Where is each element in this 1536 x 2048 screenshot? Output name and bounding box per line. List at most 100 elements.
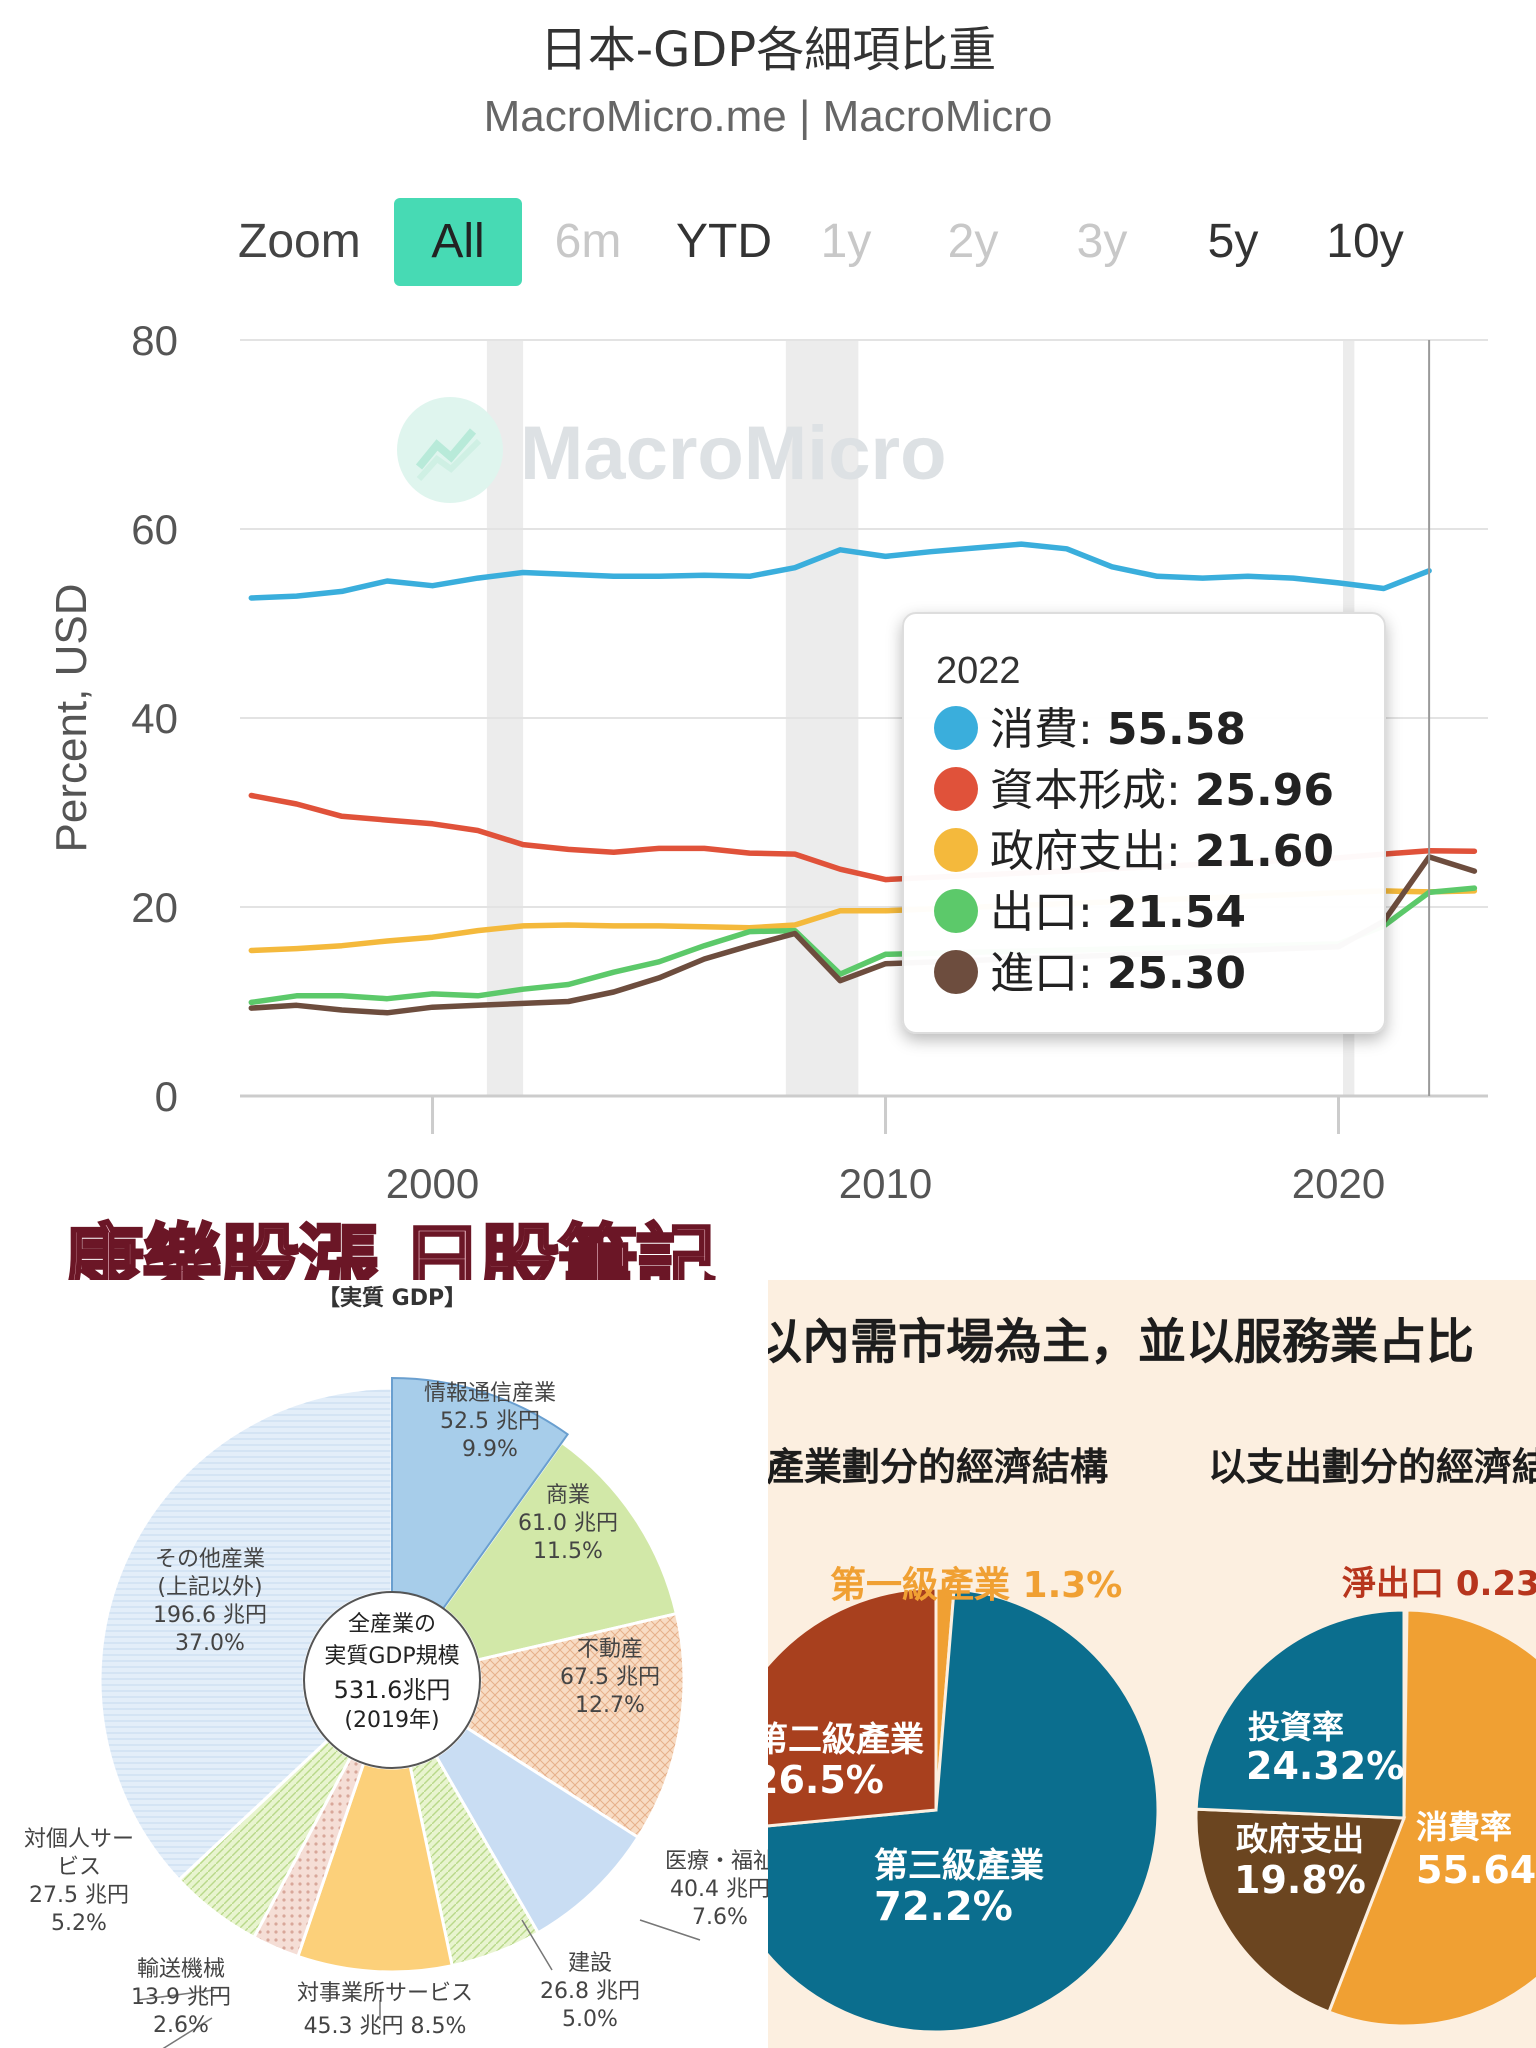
pie-leader-line (162, 2017, 213, 2048)
investment-rate-value: 24.32% (1246, 1744, 1405, 1788)
zoom-button-ytd[interactable]: YTD (676, 215, 772, 268)
tertiary-industry-label: 第三級產業 (874, 1846, 1044, 1886)
pie-leader-line (521, 1919, 553, 1971)
series-dot-icon (934, 767, 978, 811)
zoom-button-5y[interactable]: 5y (1207, 215, 1259, 268)
pie-center-label: 全産業の (347, 1612, 436, 1637)
pie-slice-value-text: 13.9 兆円 (131, 1985, 231, 2010)
government-spending-value: 19.8% (1234, 1858, 1366, 1902)
consumption-rate-label: 消費率 (1416, 1808, 1513, 1846)
consumption-rate-value: 55.64 (1416, 1848, 1536, 1892)
zoom-button-2y[interactable]: 2y (947, 215, 999, 268)
x-tick-label: 2010 (839, 1160, 932, 1207)
tooltip-label: 消費 (990, 704, 1078, 755)
real-gdp-pie-chart (98, 1376, 701, 2048)
secondary-industry-label: 第二級產業 (768, 1720, 924, 1760)
tooltip-value: 25.96 (1194, 765, 1334, 816)
industry-pie-slice-2 (768, 1587, 1160, 2034)
pie-center-hole (303, 1591, 481, 1769)
series-dot-icon (934, 706, 978, 750)
line-chart-panel: 0 20 40 60 80 2000 2010 2020 Percent, USD 日本-GDP… (47, 22, 1488, 1207)
pie-slice-pct: 5.2% (51, 1911, 107, 1936)
chart-source: MacroMicro.me | MacroMicro (483, 92, 1053, 141)
pie-slice-percent: 8.5% (403, 2014, 467, 2039)
tooltip-row: 資本形成: 25.96 (934, 761, 1334, 821)
tooltip-value: 25.30 (1106, 948, 1246, 999)
zoom-label: Zoom (238, 215, 361, 268)
tooltip-row: 消費: 55.58 (934, 700, 1246, 760)
pie-slice-value: 45.3 兆円 8.5% (270, 2008, 500, 2040)
axes: 0 20 40 60 80 2000 2010 2020 Percent, USD (47, 317, 1488, 1207)
tooltip-separator: : (1078, 887, 1107, 938)
tooltip-year: 2022 (936, 650, 1021, 692)
secondary-industry-value: 26.5% (768, 1758, 884, 1802)
pie-slice-amount: 45.3 兆円 (303, 2014, 404, 2039)
data-tooltip: 2022 消費: 55.58 資本形成: 25.96 政府支出: 21.60 出口: … (902, 612, 1386, 1034)
y-tick-label: 80 (131, 317, 178, 364)
pie-slice-label: 医療・福祉 (664, 1849, 775, 1874)
series-dot-icon (934, 950, 978, 994)
pie-slice-pct: 7.6% (692, 1905, 748, 1930)
primary-industry-label: 第一級產業 1.3% (830, 1565, 1123, 1606)
zoom-button-all[interactable]: All (394, 198, 522, 286)
pie-slice-label: 不動産 (576, 1637, 643, 1662)
tooltip-row: 政府支出: 21.60 (934, 822, 1334, 882)
pie-slice-label: 建設 (567, 1951, 612, 1976)
pie-slice-label: 対事業所サービス (296, 1981, 473, 2006)
chart-title: 日本-GDP各細項比重 (539, 22, 997, 78)
y-tick-label: 20 (131, 884, 178, 931)
tooltip-value: 21.60 (1194, 826, 1334, 877)
pie-slice-pct: 11.5% (533, 1539, 603, 1564)
zoom-button-3y[interactable]: 3y (1076, 215, 1128, 268)
pie-slice-pct: 37.0% (175, 1631, 245, 1656)
pie-slice-label: 情報通信産業 (423, 1381, 556, 1406)
tertiary-industry-value: 72.2% (874, 1884, 1013, 1930)
zoom-button-6m[interactable]: 6m (554, 215, 622, 268)
info-headline: 以內需市場為主，並以服務業占比 (768, 1314, 1475, 1370)
y-tick-label: 60 (131, 506, 178, 553)
pie-slice-pct: 2.6% (153, 2013, 209, 2038)
tooltip-label: 資本形成 (990, 765, 1166, 816)
series-line-0 (248, 541, 1432, 601)
tooltip-label: 進口 (990, 948, 1078, 999)
pie-center-label: (2019年) (344, 1708, 440, 1733)
pie-slice-pct: 5.0% (562, 2007, 618, 2032)
expenditure-pie-slice-3 (1194, 1608, 1406, 1820)
economy-structure-pies (768, 1586, 1536, 2034)
y-tick-label: 40 (131, 695, 178, 742)
tooltip-label: 政府支出 (990, 826, 1166, 877)
expenditure-pie-slice-2 (1194, 1807, 1407, 2014)
y-tick-label: 0 (155, 1073, 178, 1120)
pie-slice-label: その他産業 (154, 1547, 265, 1572)
pie-slice-pct: 12.7% (575, 1693, 645, 1718)
pie-slice-sublabel: (上記以外) (157, 1575, 263, 1600)
investment-rate-label: 投資率 (1248, 1708, 1345, 1746)
pie-slice-value-text: 67.5 兆円 (560, 1665, 660, 1690)
x-tick-label: 2000 (386, 1160, 479, 1207)
tooltip-separator: : (1078, 704, 1107, 755)
pie-slice-value-text: 196.6 兆円 (153, 1603, 267, 1628)
economy-structure-panel: 以內需市場為主，並以服務業占比 產業劃分的經濟結構 以支出劃分的經濟結 第一級產… (768, 1280, 1536, 2048)
tooltip-separator: : (1166, 765, 1195, 816)
net-export-label: 淨出口 0.23 (1342, 1564, 1536, 1604)
zoom-button-1y[interactable]: 1y (820, 215, 872, 268)
real-gdp-pie-panel: 【実質 GDP】 全産業の 実質GDP規模 531.6兆円 (2019年) 情報通信産業… (0, 1280, 775, 2048)
pie-slice-value-text: 27.5 兆円 (29, 1883, 129, 1908)
expenditure-pie-slice-1 (1327, 1608, 1536, 2028)
industry-structure-subtitle: 產業劃分的經濟結構 (768, 1445, 1109, 1489)
pie-title: 【実質 GDP】 (318, 1286, 467, 1311)
zoom-button-10y[interactable]: 10y (1326, 215, 1404, 268)
tooltip-value: 55.58 (1106, 704, 1246, 755)
pie-center-label: 実質GDP規模 (324, 1644, 460, 1669)
pie-slice-value-text: 52.5 兆円 (440, 1409, 540, 1434)
line-chart: 0 20 40 60 80 2000 2010 2020 Percent, USD (47, 317, 1488, 1207)
series-dot-icon (934, 828, 978, 872)
pie-leader-line (639, 1919, 701, 1941)
pie-slice-value-text: 61.0 兆円 (518, 1511, 618, 1536)
tooltip-row: 進口: 25.30 (934, 944, 1246, 1004)
pie-leader-line (137, 1989, 215, 2001)
pie-slice-label: 商業 (545, 1483, 590, 1508)
macromicro-watermark: MacroMicro (520, 411, 947, 496)
pie-slice-value-text: 40.4 兆円 (670, 1877, 770, 1902)
government-spending-label: 政府支出 (1236, 1820, 1365, 1858)
